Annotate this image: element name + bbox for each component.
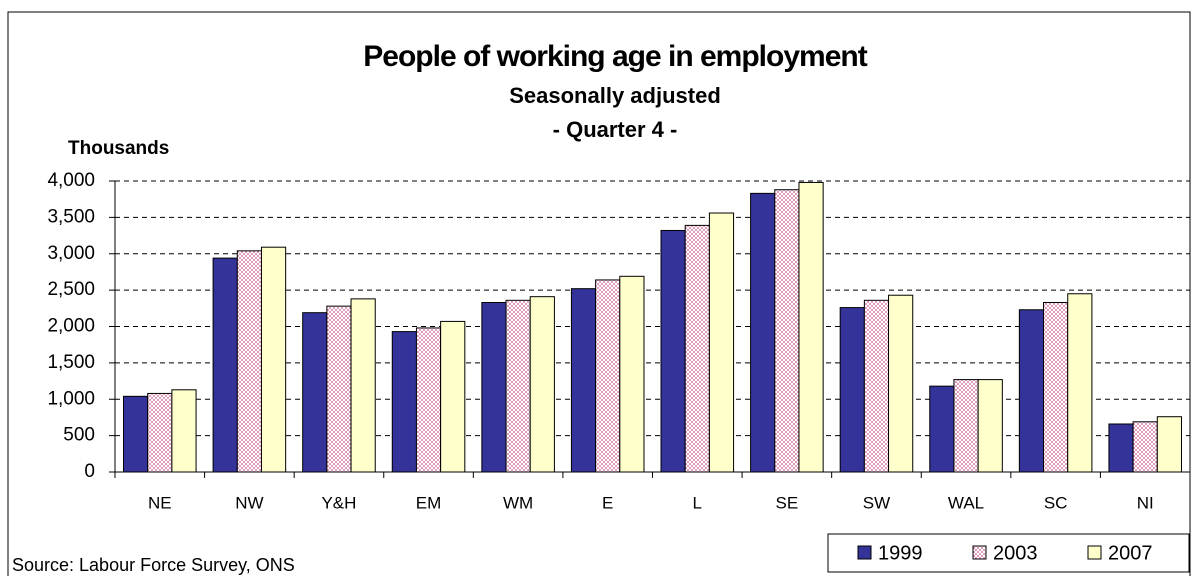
legend-swatch [1087,545,1102,560]
y-tick-label: 1,500 [47,352,95,373]
y-tick-label: 500 [63,425,95,446]
x-tick-label: SE [776,493,799,512]
y-tick-label: 2,000 [47,316,95,337]
x-tick-label: E [602,493,613,512]
x-tick-label: SW [863,493,890,512]
bar [1043,301,1069,473]
bar [350,298,376,473]
bar [798,181,824,473]
bar [953,379,979,473]
bar [929,385,955,473]
legend-label: 2003 [993,542,1038,564]
bar [391,331,417,473]
y-tick-label: 1,000 [47,388,95,409]
x-tick-label: NW [235,493,263,512]
legend-label: 2007 [1108,542,1153,564]
x-tick-label: Y&H [321,493,356,512]
y-tick-label: 3,500 [47,206,95,227]
bar [619,275,645,473]
bar [863,299,890,473]
bar [236,250,262,473]
bar [708,212,735,473]
bar [147,392,173,473]
bar [839,307,865,473]
bar [570,288,597,473]
x-tick-label: NI [1137,493,1154,512]
bar [529,296,555,473]
bar [171,389,197,473]
bar [440,320,466,473]
chart-frame [7,11,1191,581]
legend-box [827,533,1190,573]
chart-subtitle: Seasonally adjusted [509,83,721,108]
y-tick-label: 4,000 [47,170,95,191]
bar [1018,309,1045,473]
y-tick-label: 3,000 [47,243,95,264]
bar [302,312,328,473]
x-tick-label: L [693,493,702,512]
x-tick-label: WAL [948,493,984,512]
legend-label: 1999 [878,542,923,564]
chart-period: - Quarter 4 - [553,117,678,142]
bar [505,299,531,473]
x-tick-label: WM [503,493,533,512]
bar [123,395,149,473]
bar [750,192,776,473]
bar [595,279,621,473]
source-note: Source: Labour Force Survey, ONS [12,555,295,575]
bar [1108,423,1134,473]
y-tick-label: 2,500 [47,279,95,300]
bar [1067,293,1093,473]
legend-swatch [857,545,872,560]
y-tick-label: 0 [84,461,95,482]
bar [1156,416,1182,473]
legend-swatch [972,545,987,560]
bar [212,257,238,473]
bar [481,301,507,473]
bar [888,294,914,473]
bar [1132,421,1158,473]
bar [326,305,352,473]
chart-title: People of working age in employment [363,40,867,73]
bar [684,224,710,473]
bar [415,327,442,473]
bar [660,229,686,473]
bar [977,379,1003,473]
x-tick-label: NE [148,493,172,512]
bar [260,246,287,473]
x-tick-label: EM [416,493,442,512]
x-tick-label: SC [1044,493,1068,512]
bar [774,189,800,473]
y-axis-label: Thousands [68,138,169,159]
